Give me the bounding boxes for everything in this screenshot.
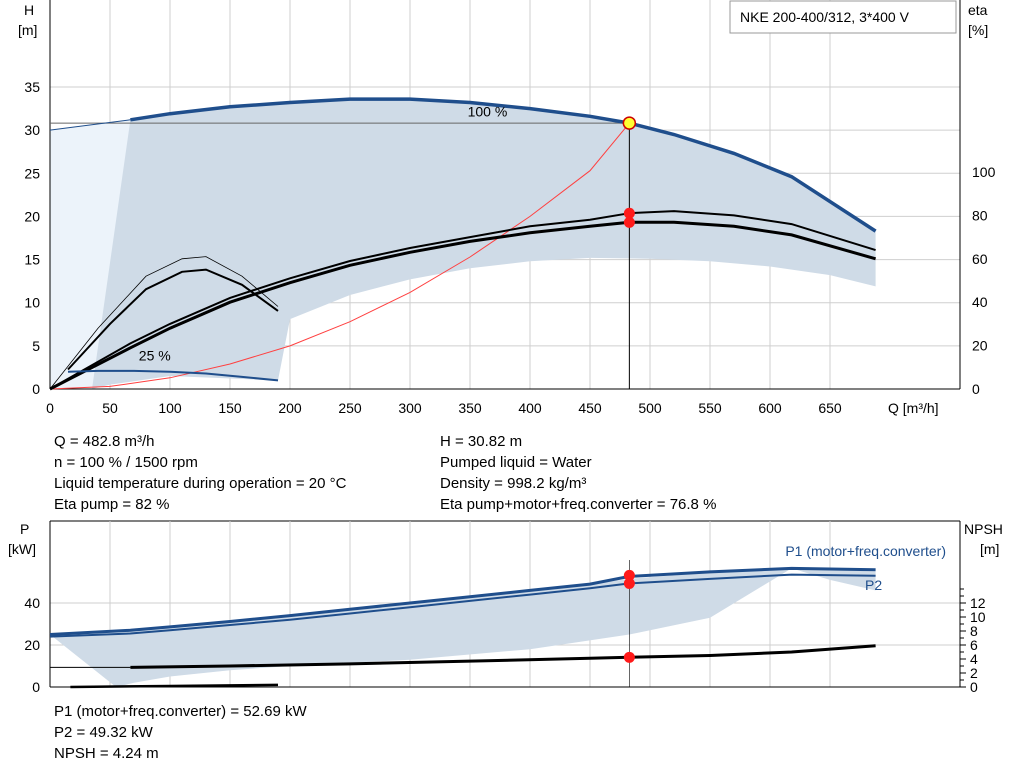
x-tick-label: 150 xyxy=(218,400,242,416)
y-right-tick-label: 4 xyxy=(970,651,978,667)
head-envelope-light-area xyxy=(50,119,131,389)
x-tick-label: 50 xyxy=(102,400,118,416)
x-tick-label: 300 xyxy=(398,400,422,416)
y-right-tick-label: 10 xyxy=(970,609,986,625)
x-tick-label: 0 xyxy=(46,400,54,416)
npsh-curve-low xyxy=(70,683,279,689)
y-right-tick-label: 0 xyxy=(970,679,978,695)
eta-curve-2 xyxy=(49,220,877,391)
x-tick-label: 400 xyxy=(518,400,542,416)
head-curve-1 xyxy=(130,97,877,233)
y-right-axis-unit: [%] xyxy=(968,22,988,38)
y-left-tick-label: 20 xyxy=(24,637,40,653)
x-axis-label: Q [m³/h] xyxy=(888,400,939,416)
info-p2: P2 = 49.32 kW xyxy=(54,724,153,741)
y-right-axis-unit: [m] xyxy=(980,541,999,557)
y-right-axis-label: eta xyxy=(968,2,988,18)
x-tick-label: 600 xyxy=(758,400,782,416)
x-tick-label: 250 xyxy=(338,400,362,416)
y-right-tick-label: 100 xyxy=(972,164,996,180)
power-curve-2 xyxy=(49,573,876,638)
y-left-tick-label: 40 xyxy=(24,595,40,611)
y-left-tick-label: 0 xyxy=(32,381,40,397)
head-curve-2 xyxy=(67,369,279,382)
x-tick-label: 350 xyxy=(458,400,482,416)
y-right-tick-label: 12 xyxy=(970,595,986,611)
y-left-tick-label: 5 xyxy=(32,338,40,354)
info-bottom: P1 (motor+freq.converter) = 52.69 kW P2 … xyxy=(54,701,307,764)
eta-curve-4 xyxy=(67,268,279,371)
info-eta-pump: Eta pump = 82 % xyxy=(54,496,170,513)
y-right-tick-label: 20 xyxy=(972,338,988,354)
y-left-tick-label: 30 xyxy=(24,122,40,138)
head-curve-label-25: 25 % xyxy=(139,347,171,363)
info-top-left: Q = 482.8 m³/h n = 100 % / 1500 rpm Liqu… xyxy=(54,431,346,515)
head-operating-point xyxy=(622,116,637,130)
system-curve xyxy=(49,122,630,390)
y-left-tick-label: 25 xyxy=(24,165,40,181)
legend-title: NKE 200-400/312, 3*400 V xyxy=(740,9,910,25)
y-left-axis-unit: [kW] xyxy=(8,541,36,557)
x-tick-label: 500 xyxy=(638,400,662,416)
eta-curve-3 xyxy=(49,256,279,390)
y-right-tick-label: 0 xyxy=(972,381,980,397)
y-left-tick-label: 10 xyxy=(24,295,40,311)
info-density: Density = 998.2 kg/m³ xyxy=(440,475,587,492)
info-eta-total: Eta pump+motor+freq.converter = 76.8 % xyxy=(440,496,717,513)
info-npsh: NPSH = 4.24 m xyxy=(54,745,159,762)
head-curve-extension xyxy=(49,119,131,131)
npsh-operating-point xyxy=(623,651,635,663)
head-curve-label-100: 100 % xyxy=(468,104,508,120)
y-left-axis-label: H xyxy=(24,2,34,18)
eta-operating-point-2 xyxy=(623,216,635,228)
y-right-tick-label: 2 xyxy=(970,665,978,681)
npsh-curve xyxy=(130,644,876,669)
info-flow: Q = 482.8 m³/h xyxy=(54,433,155,450)
eta-operating-point-1 xyxy=(623,207,635,219)
info-pumped-liquid: Pumped liquid = Water xyxy=(440,454,592,471)
p2-curve-label: P2 xyxy=(865,577,882,593)
y-left-tick-label: 0 xyxy=(32,679,40,695)
y-left-axis-label: P xyxy=(20,521,29,537)
y-right-tick-label: 8 xyxy=(970,623,978,639)
x-tick-label: 200 xyxy=(278,400,302,416)
x-tick-label: 100 xyxy=(158,400,182,416)
x-tick-label: 650 xyxy=(818,400,842,416)
x-tick-label: 450 xyxy=(578,400,602,416)
y-left-tick-label: 35 xyxy=(24,79,40,95)
y-left-tick-label: 15 xyxy=(24,252,40,268)
y-left-axis-unit: [m] xyxy=(18,22,37,38)
p1-curve-label: P1 (motor+freq.converter) xyxy=(785,543,946,559)
y-right-tick-label: 60 xyxy=(972,251,988,267)
info-top-right: H = 30.82 m Pumped liquid = Water Densit… xyxy=(440,431,716,515)
p1-operating-point xyxy=(623,569,635,581)
y-right-tick-label: 40 xyxy=(972,294,988,310)
info-speed: n = 100 % / 1500 rpm xyxy=(54,454,198,471)
info-liquid-temperature: Liquid temperature during operation = 20… xyxy=(54,475,347,492)
p2-operating-point xyxy=(623,577,635,589)
power-npsh-plot: P1 (motor+freq.converter)P20204002468101… xyxy=(8,520,1003,695)
y-left-tick-label: 20 xyxy=(24,208,40,224)
y-right-tick-label: 6 xyxy=(970,637,978,653)
info-p1: P1 (motor+freq.converter) = 52.69 kW xyxy=(54,703,307,720)
x-tick-label: 550 xyxy=(698,400,722,416)
head-efficiency-plot: 100 %25 %0 50 100 150 200 250 300 350 400 450 500 5… xyxy=(18,0,996,416)
legend-title-box xyxy=(729,0,957,34)
power-curve-1 xyxy=(49,566,876,636)
y-right-tick-label: 80 xyxy=(972,207,988,223)
power-envelope-area xyxy=(50,568,876,687)
info-head: H = 30.82 m xyxy=(440,433,523,450)
eta-curve-1 xyxy=(49,210,876,390)
y-right-axis-label: NPSH xyxy=(964,521,1003,537)
